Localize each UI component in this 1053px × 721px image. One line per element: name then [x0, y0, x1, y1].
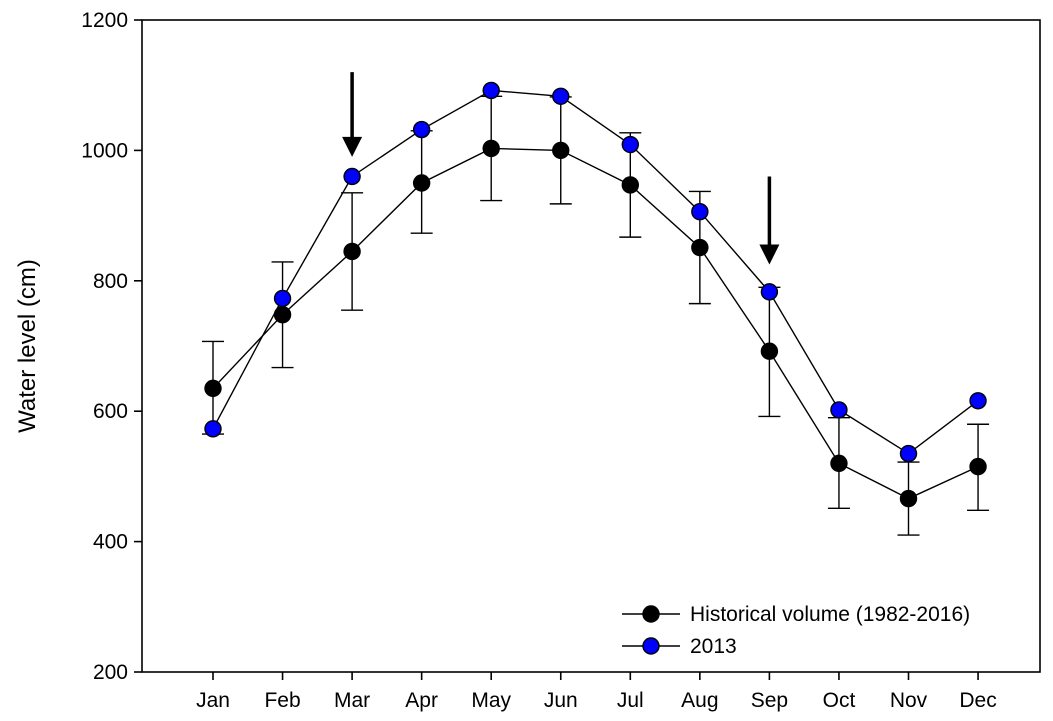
series-1-point [273, 306, 292, 324]
series-line-1 [212, 147, 979, 500]
x-tick-label: Sep [751, 689, 788, 712]
x-tick-label: Feb [264, 689, 300, 712]
legend-label: 2013 [690, 635, 737, 658]
x-tick-label: Jan [196, 689, 230, 712]
series-2-point [760, 283, 779, 301]
down-arrow-icon [342, 72, 363, 157]
y-axis: 200 400 600 800 1000 1200 [81, 9, 142, 684]
y-tick-label: 600 [93, 400, 128, 423]
series-1-point [204, 379, 222, 398]
series-1-point [899, 489, 918, 508]
annotation-arrows [342, 72, 780, 265]
series-2-point [482, 81, 500, 100]
series-1-point [760, 342, 779, 360]
series-2-point [691, 202, 709, 221]
y-tick-label: 200 [93, 661, 128, 684]
y-axis-title: Water level (cm) [14, 259, 41, 433]
error-bars [202, 95, 990, 536]
x-tick-label: Jul [617, 689, 644, 712]
series-2-point [969, 392, 987, 410]
series-2-point [899, 444, 918, 463]
series-2-point [830, 401, 848, 419]
x-tick-label: Apr [405, 689, 438, 712]
x-tick-label: Mar [334, 689, 370, 712]
series-1-point [621, 176, 639, 194]
y-tick-label: 400 [93, 531, 128, 554]
legend-label: Historical volume (1982-2016) [690, 603, 970, 626]
series-1-point [691, 238, 709, 257]
series-2-point [621, 135, 639, 154]
series-2-point [273, 289, 292, 308]
series-1-point [552, 141, 570, 160]
x-tick-label: Aug [681, 689, 718, 712]
legend-marker [642, 605, 660, 623]
series-1-point [830, 454, 848, 473]
series-1-point [969, 457, 987, 476]
arrow-head [759, 244, 780, 265]
x-tick-label: Jun [544, 689, 578, 712]
plot-frame [141, 19, 1041, 673]
series-2-point [204, 420, 222, 438]
legend-marker [642, 637, 660, 655]
series-lines [204, 81, 987, 508]
series-1-point [343, 242, 361, 261]
series-1-point [412, 174, 431, 192]
x-tick-label: Nov [890, 689, 928, 712]
plot-border [141, 19, 1041, 673]
legend-entry: 2013 [622, 635, 737, 658]
y-tick-label: 800 [93, 270, 128, 293]
legend-entry: Historical volume (1982-2016) [622, 603, 970, 626]
series-2-point [343, 167, 361, 186]
x-axis: Jan Feb Mar Apr May Jun Jul Aug Sep Oct Nov Dec [196, 672, 997, 712]
down-arrow-icon [759, 176, 780, 265]
series-2-point [412, 120, 431, 139]
x-tick-label: May [471, 689, 511, 712]
y-tick-label: 1000 [81, 139, 128, 162]
series-2-point [552, 87, 570, 105]
y-tick-label: 1200 [81, 9, 128, 32]
arrow-head [342, 136, 363, 157]
x-tick-label: Oct [823, 689, 856, 712]
x-tick-label: Dec [959, 689, 996, 712]
series-line-2 [212, 89, 979, 455]
legend: Historical volume (1982-2016) 2013 [622, 603, 970, 658]
series-1-point [482, 139, 500, 158]
